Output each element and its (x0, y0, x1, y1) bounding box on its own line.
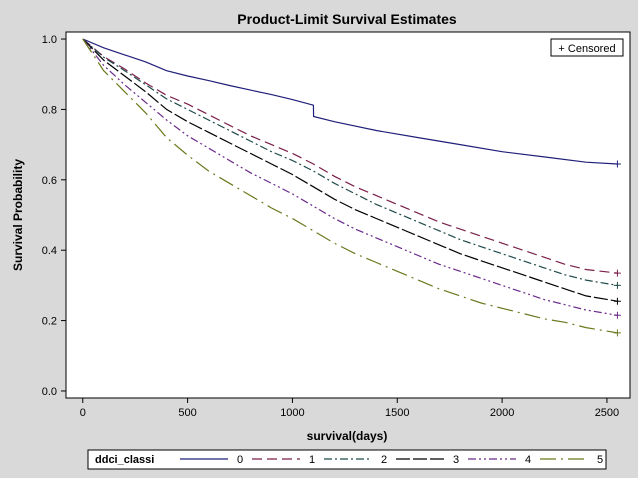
x-tick-label: 2500 (595, 407, 619, 419)
x-tick-label: 0 (80, 407, 86, 419)
x-tick-label: 2000 (490, 407, 514, 419)
chart-title: Product-Limit Survival Estimates (237, 11, 457, 27)
y-axis-label: Survival Probability (11, 159, 25, 271)
censor-mark-4 (613, 311, 621, 319)
censored-legend: + Censored (550, 38, 624, 57)
y-tick-label: 0.8 (42, 104, 57, 116)
legend-label-3: 3 (453, 454, 459, 466)
x-tick-label: 1500 (385, 407, 409, 419)
legend-label-2: 2 (381, 454, 387, 466)
legend-label-0: 0 (237, 454, 243, 466)
series-line-0 (82, 38, 618, 165)
series-line-4 (82, 38, 618, 316)
axes: 0 500 1000 1500 2000 2500 0.0 0.2 0.4 0.6 0.8 1.0 (42, 34, 619, 419)
x-tick-label: 500 (178, 407, 196, 419)
series-layer (82, 38, 621, 337)
y-tick-label: 0.6 (42, 175, 57, 187)
x-axis-label: survival(days) (307, 429, 388, 443)
plot-area (65, 31, 631, 399)
x-tick-label: 1000 (280, 407, 304, 419)
y-tick-label: 0.4 (42, 245, 57, 257)
censor-mark-1 (613, 269, 621, 277)
censored-legend-label: + Censored (558, 43, 615, 55)
legend-label-1: 1 (309, 454, 315, 466)
censor-mark-5 (613, 329, 621, 337)
censor-mark-0 (613, 160, 621, 168)
series-line-3 (82, 38, 618, 302)
y-tick-label: 0.0 (42, 386, 57, 398)
y-tick-label: 0.2 (42, 316, 57, 328)
censored-legend-box (550, 38, 624, 57)
legend-title: ddci_classi (95, 454, 154, 466)
legend-label-5: 5 (597, 454, 603, 466)
censor-mark-3 (613, 297, 621, 305)
series-legend: ddci_classi 0 1 2 3 4 5 (87, 449, 607, 470)
series-line-5 (82, 38, 618, 334)
y-tick-label: 1.0 (42, 34, 57, 46)
censor-mark-2 (613, 281, 621, 289)
series-line-2 (82, 38, 618, 286)
legend-label-4: 4 (525, 454, 531, 466)
series-line-1 (82, 38, 618, 274)
